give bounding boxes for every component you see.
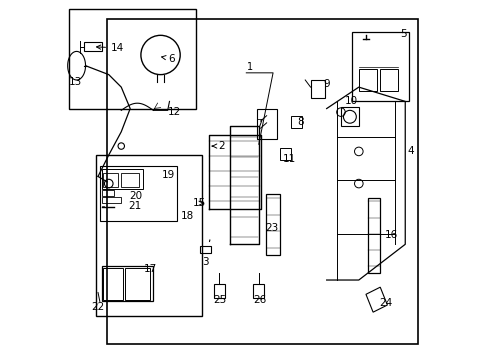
- Text: 15: 15: [193, 198, 206, 208]
- Bar: [380, 69, 397, 91]
- Text: 21: 21: [128, 201, 141, 211]
- Text: 24: 24: [378, 298, 391, 308]
- Text: 11: 11: [282, 154, 295, 163]
- Bar: [351, 32, 408, 102]
- Bar: [124, 267, 149, 300]
- Text: 25: 25: [213, 295, 226, 305]
- Text: 1: 1: [246, 63, 252, 72]
- Text: 4: 4: [407, 147, 413, 157]
- Text: 8: 8: [297, 117, 303, 127]
- Bar: [107, 19, 417, 344]
- Bar: [83, 42, 102, 51]
- Bar: [103, 267, 123, 300]
- Bar: [100, 166, 176, 221]
- Text: 22: 22: [91, 302, 104, 312]
- Text: 13: 13: [69, 77, 82, 87]
- Bar: [102, 197, 121, 203]
- Bar: [358, 69, 376, 91]
- Text: 6: 6: [161, 54, 174, 64]
- Text: 26: 26: [252, 295, 265, 305]
- Text: 20: 20: [129, 191, 142, 201]
- Bar: [69, 9, 196, 109]
- Bar: [310, 80, 324, 98]
- Bar: [96, 155, 201, 316]
- Bar: [121, 173, 139, 187]
- Bar: [102, 266, 153, 301]
- Text: 3: 3: [202, 257, 209, 267]
- Bar: [102, 190, 114, 196]
- Bar: [280, 148, 290, 160]
- Text: 19: 19: [161, 170, 174, 180]
- Bar: [102, 169, 142, 189]
- Bar: [290, 116, 301, 128]
- Text: 16: 16: [384, 230, 397, 240]
- Bar: [257, 109, 276, 139]
- Text: 2: 2: [212, 141, 224, 151]
- Text: 5: 5: [399, 28, 406, 39]
- Bar: [103, 173, 118, 187]
- Text: 23: 23: [265, 223, 278, 233]
- Bar: [340, 107, 358, 126]
- Text: 10: 10: [345, 96, 358, 107]
- Text: 14: 14: [96, 43, 124, 53]
- Text: 18: 18: [180, 211, 193, 221]
- Text: 12: 12: [168, 107, 181, 117]
- Text: 9: 9: [323, 78, 329, 89]
- Text: 7: 7: [256, 119, 263, 129]
- Text: 17: 17: [143, 264, 157, 274]
